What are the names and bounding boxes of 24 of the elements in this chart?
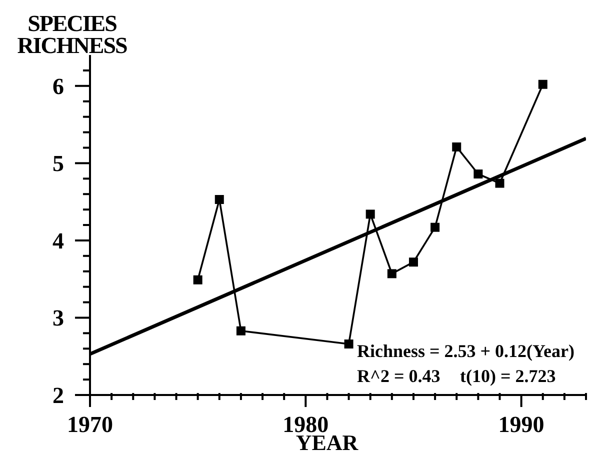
point	[430, 222, 440, 232]
point	[236, 326, 246, 336]
annotation: Richness = 2.53 + 0.12(Year)	[357, 341, 574, 361]
annotation: R^2 = 0.43	[357, 366, 440, 386]
x-tick-label: 1980	[282, 412, 329, 437]
point	[452, 142, 462, 152]
point	[408, 258, 418, 267]
annotation: t(10) = 2.723	[460, 366, 556, 386]
point	[474, 170, 483, 178]
x-tick-label: 1970	[67, 412, 113, 437]
y-tick-label: 5	[52, 151, 64, 176]
y-tick-label: 6	[52, 74, 64, 99]
point	[214, 195, 224, 204]
point	[344, 340, 354, 348]
point	[538, 80, 548, 89]
point	[366, 210, 375, 219]
point	[495, 178, 504, 188]
point	[193, 275, 202, 284]
y-tick-label: 3	[52, 306, 64, 331]
y-axis-title: SPECIES RICHNESS	[17, 11, 127, 58]
y-tick-label: 4	[52, 228, 64, 254]
x-tick-label: 1990	[498, 412, 544, 437]
point	[387, 269, 396, 278]
y-tick-label: 2	[52, 383, 64, 408]
